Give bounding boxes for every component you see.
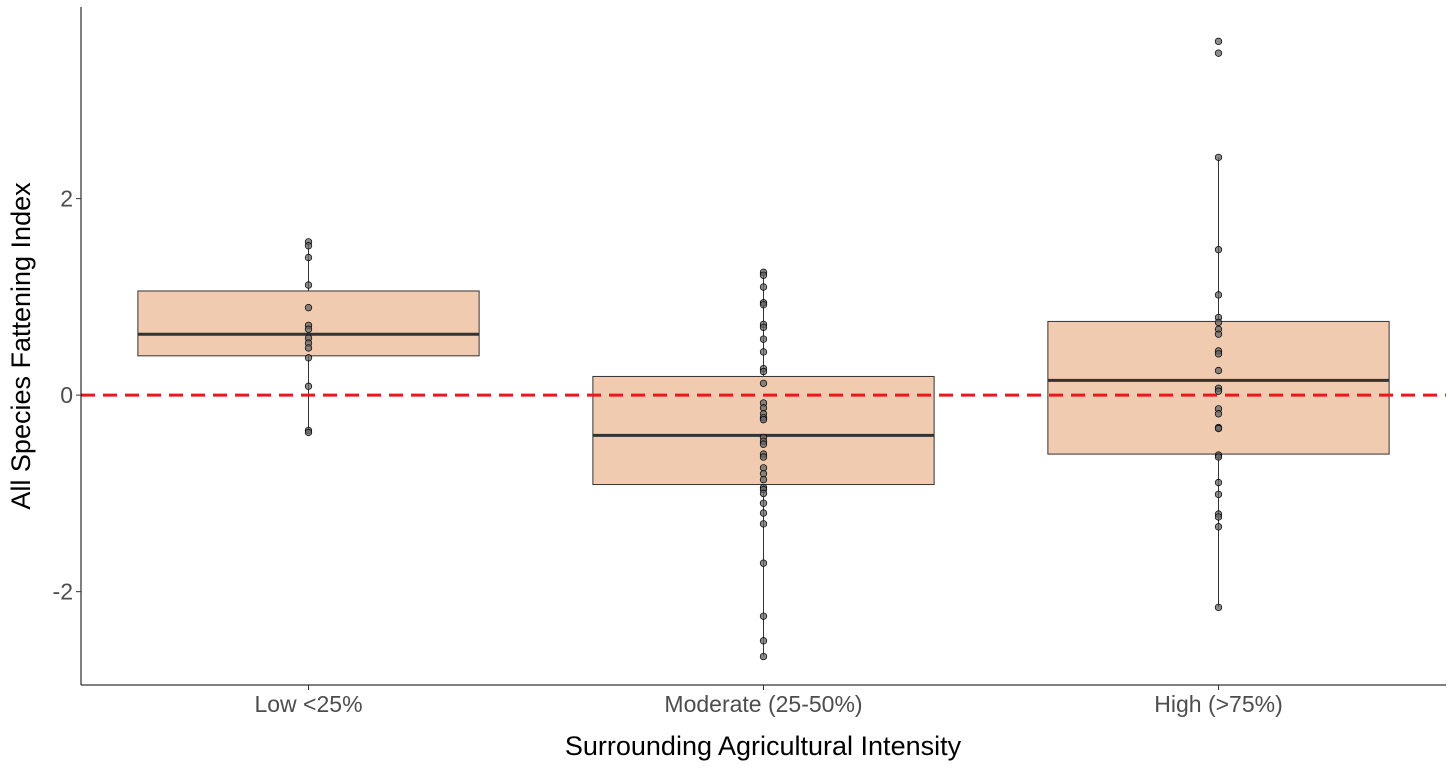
data-point [1214,153,1223,161]
data-point [759,559,768,567]
data-point [759,520,768,528]
data-point [1214,246,1223,254]
data-point [759,283,768,291]
data-point [1214,478,1223,487]
data-point [304,354,313,362]
data-point [1214,513,1223,521]
data-point [304,325,313,333]
data-point [1214,490,1223,499]
data-point [1214,318,1223,327]
data-point [304,382,313,390]
data-point [1214,49,1223,57]
data-point [759,489,768,498]
data-point [759,416,768,424]
data-point [759,652,768,661]
data-point [304,242,313,250]
data-point [1214,330,1223,338]
data-point [759,348,768,356]
data-point [304,428,313,437]
x-axis-title: Surrounding Agricultural Intensity [565,731,962,761]
data-point [759,475,768,484]
y-axis-title: All Species Fattening Index [6,182,36,510]
data-point [1214,37,1223,46]
x-tick-label: High (>75%) [1154,691,1282,717]
data-point [1214,350,1223,358]
data-point [1214,291,1223,299]
data-point [1214,523,1223,531]
x-tick-label: Low <25% [254,691,362,717]
y-tick-label: 0 [60,382,73,408]
data-point [759,335,768,343]
data-point [304,304,313,312]
data-point [1214,366,1223,375]
data-point [759,440,768,448]
data-point [759,367,768,376]
data-point [759,612,768,620]
ticks-layer: -2 0 2 Low <25% Moderate (25-50%) High (>75%) [53,186,1283,717]
data-point [759,637,768,645]
data-point [1214,603,1223,612]
y-tick-label: 2 [60,186,73,212]
data-point [759,379,768,387]
x-tick-label: Moderate (25-50%) [664,691,862,717]
data-point [1214,387,1223,395]
data-point [759,323,768,331]
data-point [304,253,313,262]
data-point [759,453,768,461]
points-layer [304,37,1223,661]
data-point [304,344,313,352]
data-point [1214,410,1223,418]
y-tick-label: -2 [53,579,73,605]
data-point [304,281,313,289]
data-point [1214,453,1223,461]
data-point [759,301,768,309]
data-point [759,509,768,517]
data-point [759,499,768,507]
data-point [759,271,768,279]
data-point [1214,424,1223,433]
